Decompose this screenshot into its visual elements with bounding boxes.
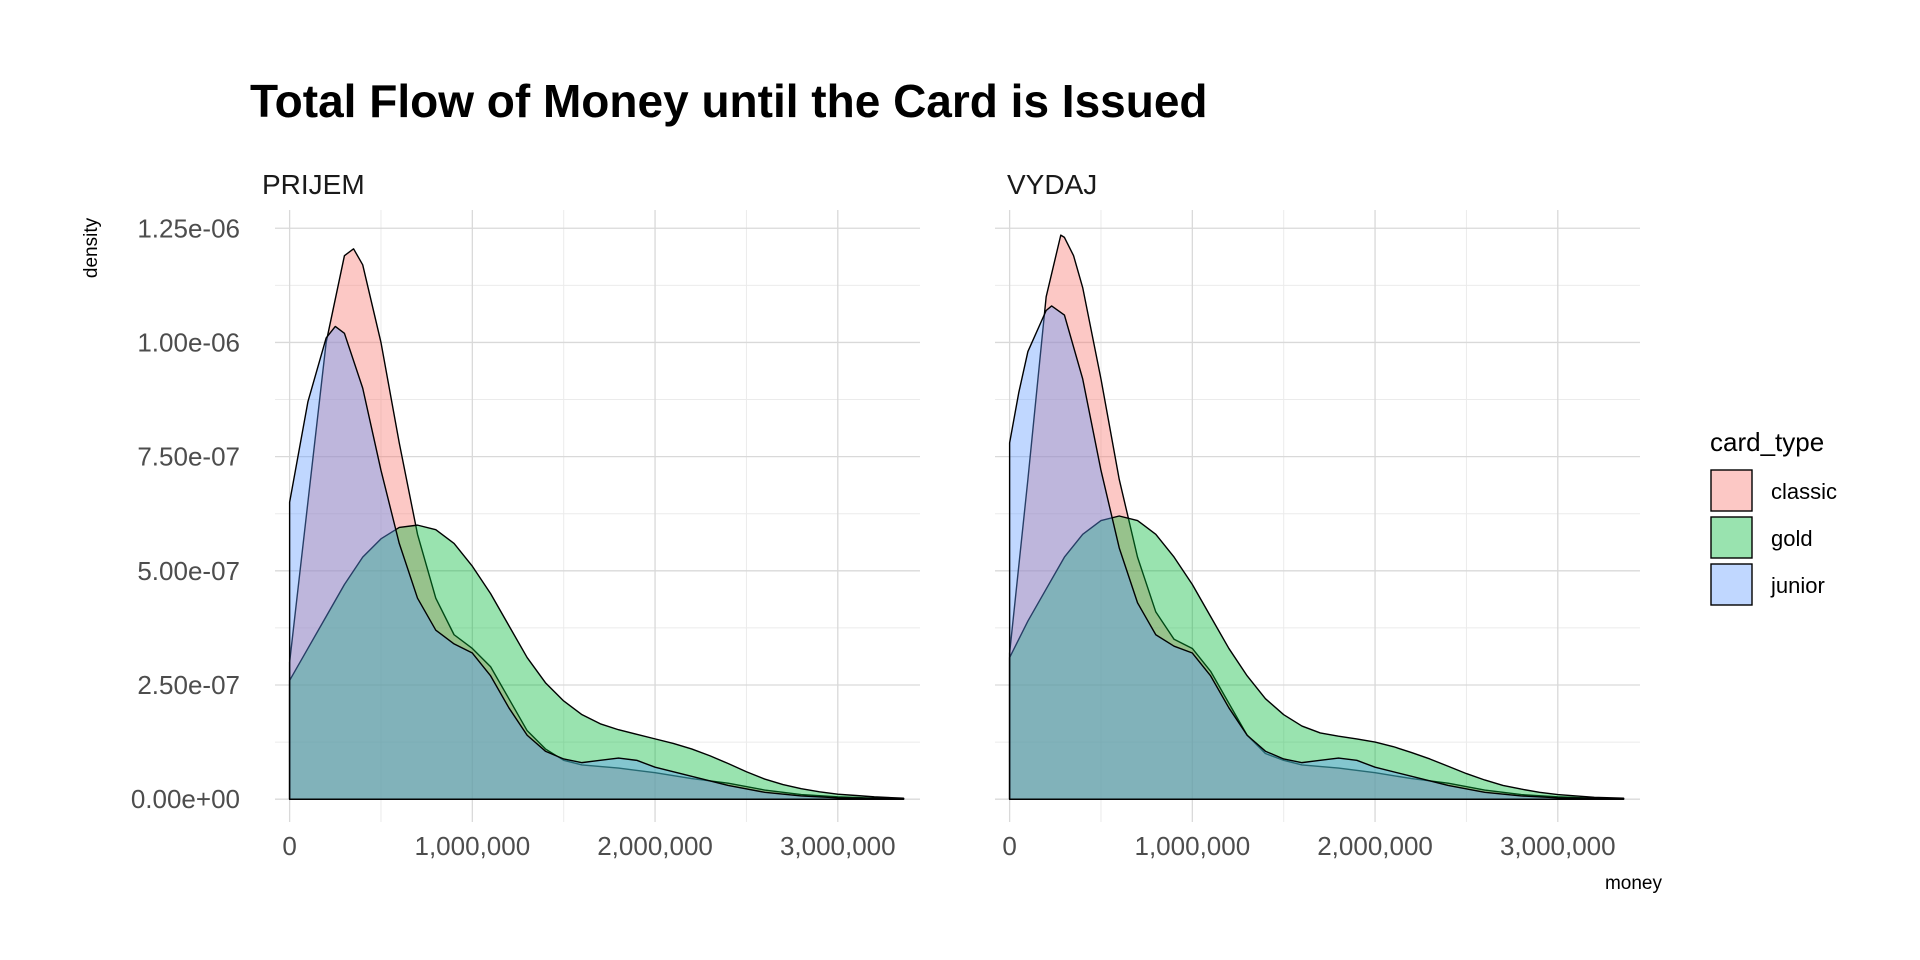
- y-tick-label: 1.25e-06: [137, 213, 240, 243]
- y-tick-label: 1.00e-06: [137, 327, 240, 357]
- gridlines: [275, 210, 920, 822]
- y-tick-label: 0.00e+00: [131, 784, 240, 814]
- density-area-classic: [1008, 234, 1625, 800]
- x-axis-title: money: [1605, 873, 1663, 894]
- density-areas: [1008, 234, 1625, 800]
- y-tick-label: 2.50e-07: [137, 670, 240, 700]
- density-area-classic: [288, 248, 905, 800]
- legend-key-classic: [1710, 469, 1753, 512]
- panel-strip-label: PRIJEM: [262, 169, 365, 200]
- x-tick-label: 2,000,000: [597, 831, 713, 861]
- y-tick-labels: 0.00e+00 2.50e-07 5.00e-07 7.50e-07 1.00e-06…: [131, 213, 240, 814]
- x-tick-label: 0: [282, 831, 296, 861]
- legend-item-junior: junior: [1710, 563, 1825, 606]
- chart-title: Total Flow of Money until the Card is Is…: [250, 75, 1208, 127]
- x-tick-label: 2,000,000: [1317, 831, 1433, 861]
- legend-item-classic: classic: [1710, 469, 1837, 512]
- density-areas: [288, 248, 905, 800]
- legend-label: junior: [1770, 573, 1825, 598]
- legend: card_type classic gold junior: [1710, 427, 1837, 606]
- density-area-gold: [288, 524, 905, 800]
- legend-label: classic: [1771, 479, 1837, 504]
- y-tick-label: 7.50e-07: [137, 442, 240, 472]
- legend-label: gold: [1771, 526, 1813, 551]
- legend-key-junior: [1710, 563, 1753, 606]
- x-tick-label: 3,000,000: [1500, 831, 1616, 861]
- x-tick-labels: 0 1,000,000 2,000,000 3,000,000: [1002, 831, 1615, 861]
- x-tick-label: 1,000,000: [1135, 831, 1251, 861]
- x-tick-label: 0: [1002, 831, 1016, 861]
- x-tick-label: 1,000,000: [415, 831, 531, 861]
- legend-title: card_type: [1710, 427, 1824, 457]
- x-tick-label: 3,000,000: [780, 831, 896, 861]
- legend-item-gold: gold: [1710, 516, 1813, 559]
- y-axis-title: density: [81, 217, 102, 278]
- density-area-gold: [1008, 515, 1625, 800]
- density-area-junior: [1008, 305, 1625, 800]
- density-area-junior: [288, 325, 905, 800]
- panel-vydaj: VYDAJ 0 1,000,000 2,000,000 3,000,000: [995, 169, 1640, 861]
- panel-strip-label: VYDAJ: [1007, 169, 1097, 200]
- y-tick-label: 5.00e-07: [137, 556, 240, 586]
- legend-key-gold: [1710, 516, 1753, 559]
- x-tick-labels: 0 1,000,000 2,000,000 3,000,000: [282, 831, 895, 861]
- panel-prijem: PRIJEM 0 1,000,000 2,000,000 3,000,000 0.00e…: [131, 169, 920, 861]
